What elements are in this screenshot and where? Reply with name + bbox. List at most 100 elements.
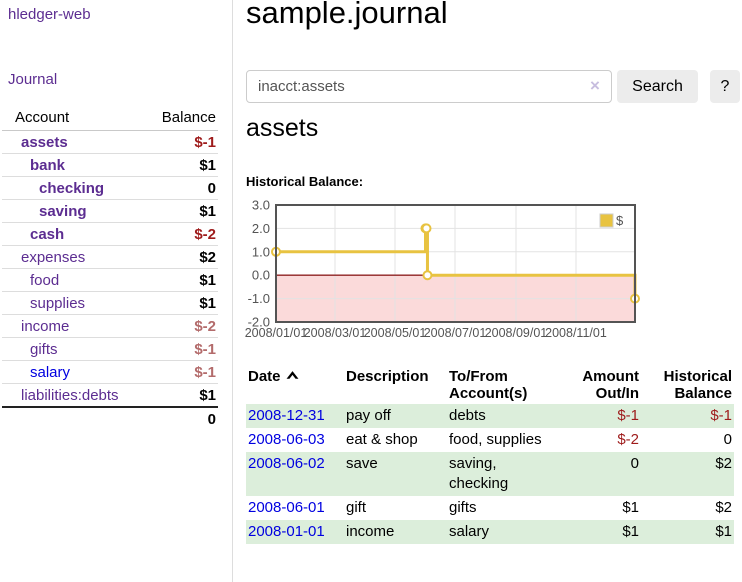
sidebar-account-row: bank $1: [2, 153, 218, 177]
balance-column-header: Balance: [137, 106, 218, 131]
transaction-description-cell: gift: [346, 499, 367, 516]
sidebar-account-link[interactable]: bank: [30, 157, 66, 174]
transaction-balance-cell: 0: [723, 431, 732, 448]
sidebar-account-link[interactable]: checking: [39, 180, 105, 197]
account-name-cell: supplies: [2, 291, 138, 315]
account-name-cell: checking: [2, 176, 138, 200]
sidebar-item-journal[interactable]: Journal: [8, 71, 58, 88]
amount-column-header[interactable]: Amount Out/In: [582, 368, 639, 402]
sidebar-account-link[interactable]: food: [30, 272, 60, 289]
x-axis-tick-label: 2008/01/01: [245, 326, 308, 340]
sidebar-account-row: gifts $-1: [2, 337, 218, 361]
sidebar-account-link[interactable]: saving: [39, 203, 87, 220]
page-title: sample.journal: [246, 0, 448, 30]
register-header-row: Date Description To/From Account(s) Amou…: [246, 366, 734, 404]
sidebar-account-row: income $-2: [2, 314, 218, 338]
sidebar-total-balance: 0: [137, 406, 218, 430]
account-balance: $1: [137, 199, 218, 223]
sidebar-account-row: liabilities:debts $1: [2, 383, 218, 408]
account-name-cell: saving: [2, 199, 138, 223]
search-input[interactable]: [246, 70, 612, 103]
sidebar-account-row: assets $-1: [2, 130, 218, 154]
register-row: 2008-12-31 pay off debts $-1 $-1: [246, 404, 734, 428]
sidebar-account-link[interactable]: income: [21, 318, 70, 335]
register-table: Date Description To/From Account(s) Amou…: [246, 366, 734, 544]
account-heading: assets: [246, 114, 319, 142]
historical-balance-chart[interactable]: $3.0 2.0 1.0 0.0 -1.0 -2.0 2008/01/01 2008/03/0…: [243, 198, 643, 341]
help-button[interactable]: ?: [710, 70, 740, 103]
account-balance: $-1: [137, 337, 218, 361]
transaction-description-cell: income: [346, 523, 395, 540]
clear-search-icon[interactable]: ×: [590, 76, 600, 95]
sidebar-account-link[interactable]: assets: [21, 134, 68, 151]
sidebar-account-link[interactable]: expenses: [21, 249, 86, 266]
transaction-balance-cell: $-1: [710, 407, 732, 424]
account-balance: $2: [137, 245, 218, 269]
account-balance: 0: [137, 176, 218, 200]
sidebar-accounts-body: assets $-1 bank $1 checking 0 saving $1 cash $-2 e…: [2, 130, 218, 408]
account-balance: $-1: [137, 360, 218, 384]
y-axis-tick-label: 2.0: [252, 221, 270, 236]
transaction-amount-cell: $-1: [617, 407, 639, 424]
accounts-column-header[interactable]: To/From Account(s): [449, 368, 528, 402]
transaction-amount-cell: $-2: [617, 431, 639, 448]
sidebar-account-row: saving $1: [2, 199, 218, 223]
account-balance: $-2: [137, 314, 218, 338]
description-column-header[interactable]: Description: [346, 368, 429, 385]
transaction-accounts-cell: saving, checking: [449, 455, 509, 492]
plot-border: [275, 204, 636, 323]
sidebar-account-link[interactable]: salary: [30, 364, 71, 381]
account-balance: $-1: [137, 130, 218, 154]
register-row: 2008-06-03 eat & shop food, supplies $-2 0: [246, 428, 734, 452]
sidebar-account-row: food $1: [2, 268, 218, 292]
date-column-header[interactable]: Date: [246, 366, 344, 404]
sidebar-accounts-table: Account Balance assets $-1 bank $1 checking 0…: [2, 106, 218, 430]
transaction-description-cell: save: [346, 455, 378, 472]
account-name-cell: bank: [2, 153, 138, 177]
transaction-date-link[interactable]: 2008-06-01: [248, 499, 325, 516]
app-brand-link[interactable]: hledger-web: [8, 6, 91, 23]
sidebar-account-link[interactable]: supplies: [30, 295, 86, 312]
account-balance: $-2: [137, 222, 218, 246]
legend-label: $: [616, 213, 624, 228]
sort-ascending-icon: [286, 371, 298, 379]
transaction-balance-cell: $2: [715, 455, 732, 472]
account-name-cell: assets: [2, 130, 138, 154]
sidebar-account-link[interactable]: liabilities:debts: [21, 387, 119, 404]
account-balance: $1: [137, 291, 218, 315]
transaction-amount-cell: $1: [622, 499, 639, 516]
sidebar-account-link[interactable]: gifts: [30, 341, 58, 358]
transaction-accounts-cell: food, supplies: [449, 431, 542, 448]
legend-swatch: [599, 213, 614, 228]
account-balance: $1: [137, 153, 218, 177]
account-name-cell: gifts: [2, 337, 138, 361]
account-name-cell: income: [2, 314, 138, 338]
y-axis-tick-label: -2.0: [248, 315, 270, 330]
x-axis-tick-label: 2008/07/01: [424, 326, 487, 340]
transaction-amount-cell: 0: [630, 455, 639, 472]
sidebar-account-row: cash $-2: [2, 222, 218, 246]
transaction-date-cell: 2008-01-01: [246, 520, 344, 544]
account-balance: $1: [137, 268, 218, 292]
sidebar-account-row: expenses $2: [2, 245, 218, 269]
x-axis-tick-label: 2008/11/01: [545, 326, 607, 340]
x-axis-tick-label: 2008/03/01: [304, 326, 367, 340]
balance-column-header-main[interactable]: Historical Balance: [663, 368, 732, 402]
transaction-date-cell: 2008-06-02: [246, 452, 344, 496]
transaction-date-link[interactable]: 2008-06-03: [248, 431, 325, 448]
x-axis-tick-label: 2008/05/01: [364, 326, 427, 340]
transaction-description-cell: eat & shop: [346, 431, 418, 448]
transaction-description-cell: pay off: [346, 407, 391, 424]
sidebar-account-row: supplies $1: [2, 291, 218, 315]
search-button[interactable]: Search: [617, 70, 698, 103]
chart-heading: Historical Balance:: [246, 174, 364, 189]
y-axis-tick-label: -1.0: [248, 291, 270, 306]
transaction-date-link[interactable]: 2008-01-01: [248, 523, 325, 540]
account-name-cell: food: [2, 268, 138, 292]
sidebar-account-link[interactable]: cash: [30, 226, 65, 243]
account-name-cell: cash: [2, 222, 138, 246]
transaction-accounts-cell: debts: [449, 407, 486, 424]
chart-canvas: $3.0 2.0 1.0 0.0 -1.0 -2.02008/01/012008/03/0…: [245, 198, 640, 340]
transaction-date-link[interactable]: 2008-06-02: [248, 455, 325, 472]
transaction-date-link[interactable]: 2008-12-31: [248, 407, 325, 424]
